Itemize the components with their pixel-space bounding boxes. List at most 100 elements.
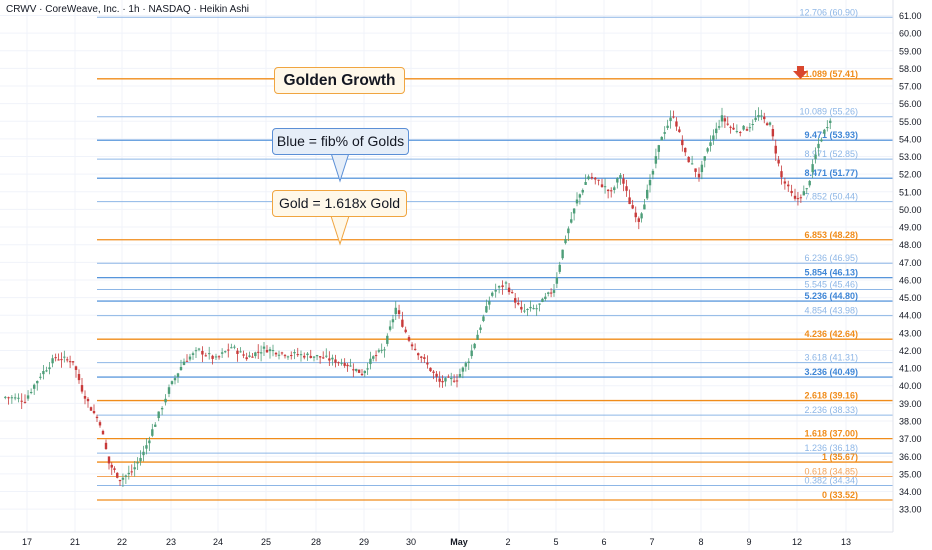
candle-body	[657, 145, 661, 152]
candle-body	[315, 355, 319, 357]
candle-body	[820, 139, 823, 142]
price-tick-label: 42.00	[899, 346, 922, 356]
candle-body	[377, 350, 381, 352]
price-tick-label: 50.00	[899, 205, 922, 215]
fib-level-label: 10.089 (55.26)	[799, 107, 858, 117]
candle-body	[625, 186, 628, 191]
candle-body	[628, 197, 631, 205]
candle-body	[245, 357, 248, 360]
candle-body	[476, 334, 479, 340]
time-tick-label: 25	[261, 537, 271, 547]
time-tick-label: 6	[601, 537, 606, 547]
candle-body	[57, 359, 60, 361]
candle-body	[637, 218, 640, 222]
candle-body	[104, 442, 108, 450]
fib-level-label: 0.618 (34.85)	[804, 467, 858, 477]
time-tick-label: 13	[841, 537, 851, 547]
candle-body	[404, 329, 407, 333]
candle-body	[458, 374, 462, 378]
candle-body	[584, 182, 587, 185]
fib-level-label: 1 (35.67)	[822, 452, 858, 462]
candle-body	[110, 464, 113, 468]
candle-body	[712, 135, 715, 140]
fib-level-label: 8.971 (52.85)	[804, 149, 858, 159]
candle-body	[532, 308, 535, 310]
candle-body	[783, 181, 787, 184]
candle-body	[432, 371, 435, 373]
candle-body	[182, 361, 186, 366]
candle-body	[423, 357, 426, 359]
candle-body	[732, 127, 735, 130]
candle-body	[296, 354, 299, 356]
candle-body	[92, 411, 96, 414]
price-tick-label: 48.00	[899, 240, 922, 250]
candle-body	[751, 124, 754, 126]
candle-body	[142, 451, 145, 456]
candle-body	[723, 118, 727, 122]
candle-body	[116, 472, 119, 478]
candle-body	[663, 132, 666, 134]
price-tick-label: 34.00	[899, 487, 922, 497]
candle-body	[303, 355, 306, 358]
candle-body	[236, 350, 239, 354]
candle-body	[257, 351, 260, 353]
price-tick-label: 39.00	[899, 399, 922, 409]
candle-body	[564, 239, 567, 244]
candle-body	[541, 298, 544, 302]
price-tick-label: 46.00	[899, 275, 922, 285]
candle-body	[420, 356, 423, 358]
candle-body	[796, 198, 800, 200]
candle-body	[383, 349, 386, 351]
candle-body	[606, 189, 610, 192]
candle-body	[572, 208, 576, 214]
candle-body	[54, 357, 57, 359]
fib-level-label: 12.706 (60.90)	[799, 7, 858, 17]
candle-body	[325, 355, 328, 357]
candle-body	[561, 249, 564, 259]
candle-body	[239, 351, 242, 353]
candle-body	[36, 381, 39, 384]
candle-body	[520, 306, 523, 310]
candle-body	[616, 178, 619, 183]
candle-body	[355, 368, 358, 371]
candle-body	[107, 456, 111, 464]
fib-level-label: 0 (33.52)	[822, 490, 858, 500]
time-tick-label: 21	[70, 537, 80, 547]
candle-body	[613, 187, 616, 191]
candle-body	[167, 387, 171, 394]
candle-body	[23, 401, 27, 403]
candle-body	[113, 468, 116, 470]
price-tick-label: 53.00	[899, 152, 922, 162]
candle-body	[757, 115, 760, 118]
candle-body	[224, 351, 227, 353]
price-tick-label: 59.00	[899, 46, 922, 56]
candle-body	[763, 116, 766, 120]
candle-body	[435, 373, 438, 377]
candle-body	[555, 277, 559, 284]
time-tick-label: 5	[553, 537, 558, 547]
candle-body	[306, 353, 309, 356]
candle-body	[191, 353, 195, 355]
candle-body	[410, 344, 414, 347]
fib-level-label: 5.236 (44.80)	[804, 291, 858, 301]
candle-body	[29, 391, 33, 393]
candle-body	[77, 374, 81, 381]
fib-level-label: 1.236 (36.18)	[804, 443, 858, 453]
candle-body	[211, 355, 214, 359]
candle-body	[694, 168, 697, 172]
price-tick-label: 57.00	[899, 82, 922, 92]
candle-body	[640, 213, 643, 219]
candle-body	[467, 361, 470, 363]
candle-body	[139, 457, 142, 462]
candle-body	[151, 429, 154, 436]
candle-body	[71, 361, 75, 363]
candle-body	[360, 373, 364, 376]
candle-body	[372, 356, 375, 359]
candle-body	[715, 128, 718, 134]
candle-body	[634, 212, 637, 218]
price-tick-label: 33.00	[899, 505, 922, 515]
candle-body	[491, 292, 494, 296]
candle-body	[290, 355, 293, 357]
candle-body	[95, 416, 99, 419]
